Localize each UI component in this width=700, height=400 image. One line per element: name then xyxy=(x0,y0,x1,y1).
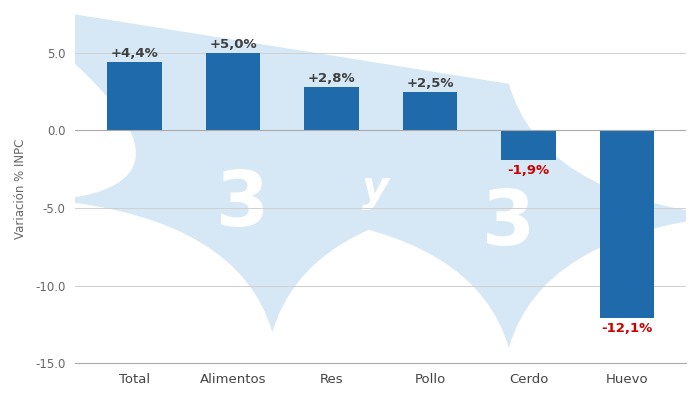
Bar xyxy=(600,130,654,318)
Y-axis label: Variación % INPC: Variación % INPC xyxy=(14,138,27,239)
Bar xyxy=(501,130,556,160)
Text: +2,5%: +2,5% xyxy=(406,77,454,90)
Text: 3: 3 xyxy=(482,186,536,260)
Text: +2,8%: +2,8% xyxy=(307,72,356,85)
Text: y: y xyxy=(362,168,389,210)
Text: -1,9%: -1,9% xyxy=(508,164,550,177)
Text: -12,1%: -12,1% xyxy=(601,322,652,335)
Text: +4,4%: +4,4% xyxy=(111,47,158,60)
Bar xyxy=(403,92,457,130)
Bar xyxy=(107,62,162,130)
PathPatch shape xyxy=(55,68,489,332)
Text: 3: 3 xyxy=(216,168,270,242)
Text: +5,0%: +5,0% xyxy=(209,38,257,51)
Bar xyxy=(206,53,260,130)
Bar xyxy=(304,87,358,130)
PathPatch shape xyxy=(292,84,700,348)
